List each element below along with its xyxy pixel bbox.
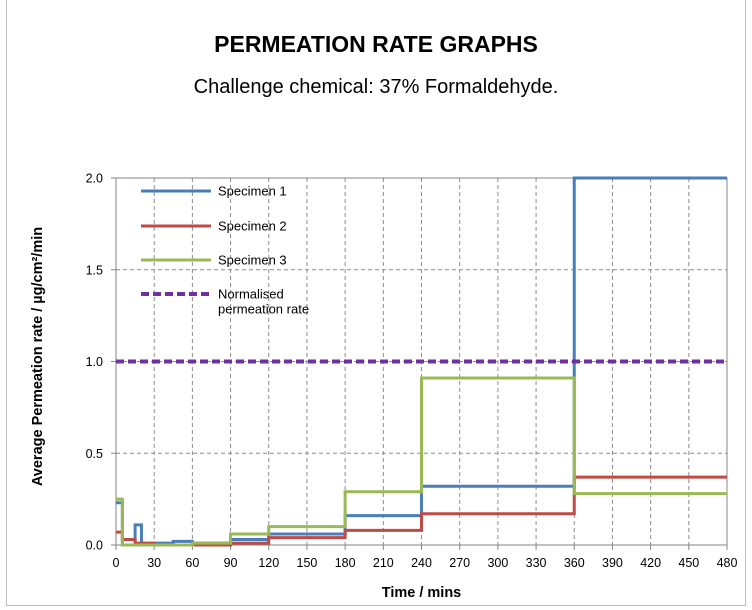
y-tick-label: 0.5 xyxy=(86,447,103,461)
series-line-3 xyxy=(116,376,727,547)
y-tick-label: 2.0 xyxy=(86,172,103,186)
series-layer xyxy=(116,176,727,547)
axis-layer: 0 30 60 90 120 150 180 210 240 270 300 330 360 390 420… xyxy=(86,172,738,571)
x-tick-label: 360 xyxy=(564,556,585,570)
x-tick-label: 60 xyxy=(185,556,199,570)
y-tick-label: 1.5 xyxy=(86,263,103,277)
legend: Specimen 1 Specimen 2 Specimen 3 Normalised… xyxy=(141,184,309,317)
legend-label-1: Specimen 1 xyxy=(218,184,287,199)
x-tick-label: 390 xyxy=(602,556,623,570)
legend-label-4: Normalised permeation rate xyxy=(218,287,309,317)
y-tick-label: 1.0 xyxy=(86,355,103,369)
chart-title: PERMEATION RATE GRAPHS xyxy=(214,31,538,57)
x-tick-label: 180 xyxy=(335,556,356,570)
x-tick-label: 420 xyxy=(640,556,661,570)
x-tick-label: 450 xyxy=(678,556,699,570)
x-tick-label: 90 xyxy=(224,556,238,570)
y-tick-label: 0.0 xyxy=(86,539,103,553)
y-axis-title: Average Permeation rate / µg/cm²/min xyxy=(30,227,46,486)
legend-label-2: Specimen 2 xyxy=(218,219,287,234)
legend-label-3: Specimen 3 xyxy=(218,253,287,268)
x-tick-label: 120 xyxy=(258,556,279,570)
x-axis-title: Time / mins xyxy=(382,585,462,601)
chart-frame xyxy=(6,0,746,606)
x-tick-label: 210 xyxy=(373,556,394,570)
x-tick-label: 150 xyxy=(297,556,318,570)
x-tick-label: 240 xyxy=(411,556,432,570)
x-tick-label: 0 xyxy=(113,556,120,570)
x-tick-label: 300 xyxy=(487,556,508,570)
x-tick-label: 480 xyxy=(717,556,738,570)
x-tick-label: 330 xyxy=(526,556,547,570)
chart-subtitle: Challenge chemical: 37% Formaldehyde. xyxy=(193,76,559,98)
x-tick-label: 30 xyxy=(147,556,161,570)
x-tick-label: 270 xyxy=(449,556,470,570)
